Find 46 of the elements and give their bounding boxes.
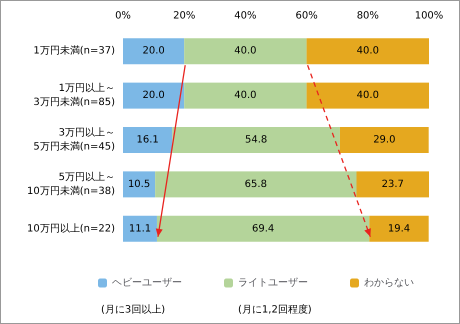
- x-tick-label: 20%: [173, 10, 196, 22]
- y-tick-label: 10万円以上(n=22): [27, 222, 116, 234]
- x-tick-label: 100%: [414, 10, 444, 22]
- bar: [306, 38, 429, 64]
- data-label: 40.0: [356, 46, 379, 57]
- y-tick-label: 1万円以上～3万円未満(n=85): [33, 82, 116, 108]
- data-label: 65.8: [244, 178, 267, 190]
- bar: [123, 171, 156, 198]
- y-tick-label: 1万円未満(n=37): [33, 44, 116, 57]
- data-label: 20.0: [142, 90, 165, 102]
- data-label: 40.0: [234, 90, 257, 102]
- x-tick-label: 60%: [295, 10, 318, 22]
- data-label: 16.1: [136, 134, 159, 146]
- bar: [123, 127, 172, 153]
- legend-label: ヘビーユーザー: [112, 278, 182, 288]
- data-label: 10.5: [128, 178, 150, 190]
- legend-label: ライトユーザー: [238, 278, 308, 288]
- y-tick-label: 3万円以上～5万円未満(n=45): [33, 126, 116, 152]
- legend-label: わからない: [364, 278, 414, 288]
- x-tick-label: 40%: [234, 10, 257, 22]
- bar: [156, 216, 370, 242]
- data-label: 40.0: [234, 46, 257, 57]
- data-label: 29.0: [373, 134, 396, 146]
- data-label: 23.7: [382, 178, 404, 190]
- data-label: 20.0: [142, 46, 165, 57]
- bar: [172, 127, 340, 153]
- bar: [123, 216, 157, 242]
- data-label: 19.4: [388, 223, 410, 234]
- bar: [356, 171, 429, 198]
- text: (月に1,2回程度): [238, 304, 312, 316]
- bar: [123, 82, 184, 109]
- bar: [306, 82, 429, 109]
- bar: [123, 38, 184, 64]
- bar: [184, 82, 307, 109]
- data-label: 11.1: [128, 223, 152, 234]
- data-label: 40.0: [356, 90, 379, 102]
- bar: [369, 216, 429, 242]
- data-label: 54.8: [244, 134, 268, 146]
- data-label: 69.4: [252, 223, 274, 234]
- x-tick-label: 80%: [356, 10, 379, 22]
- bar: [184, 38, 307, 64]
- x-tick-label: 0%: [115, 10, 131, 22]
- bar: [155, 171, 356, 198]
- bar: [340, 127, 429, 153]
- y-tick-label: 5万円以上～10万円未満(n=38): [27, 170, 116, 197]
- text: (月に3回以上): [101, 304, 166, 316]
